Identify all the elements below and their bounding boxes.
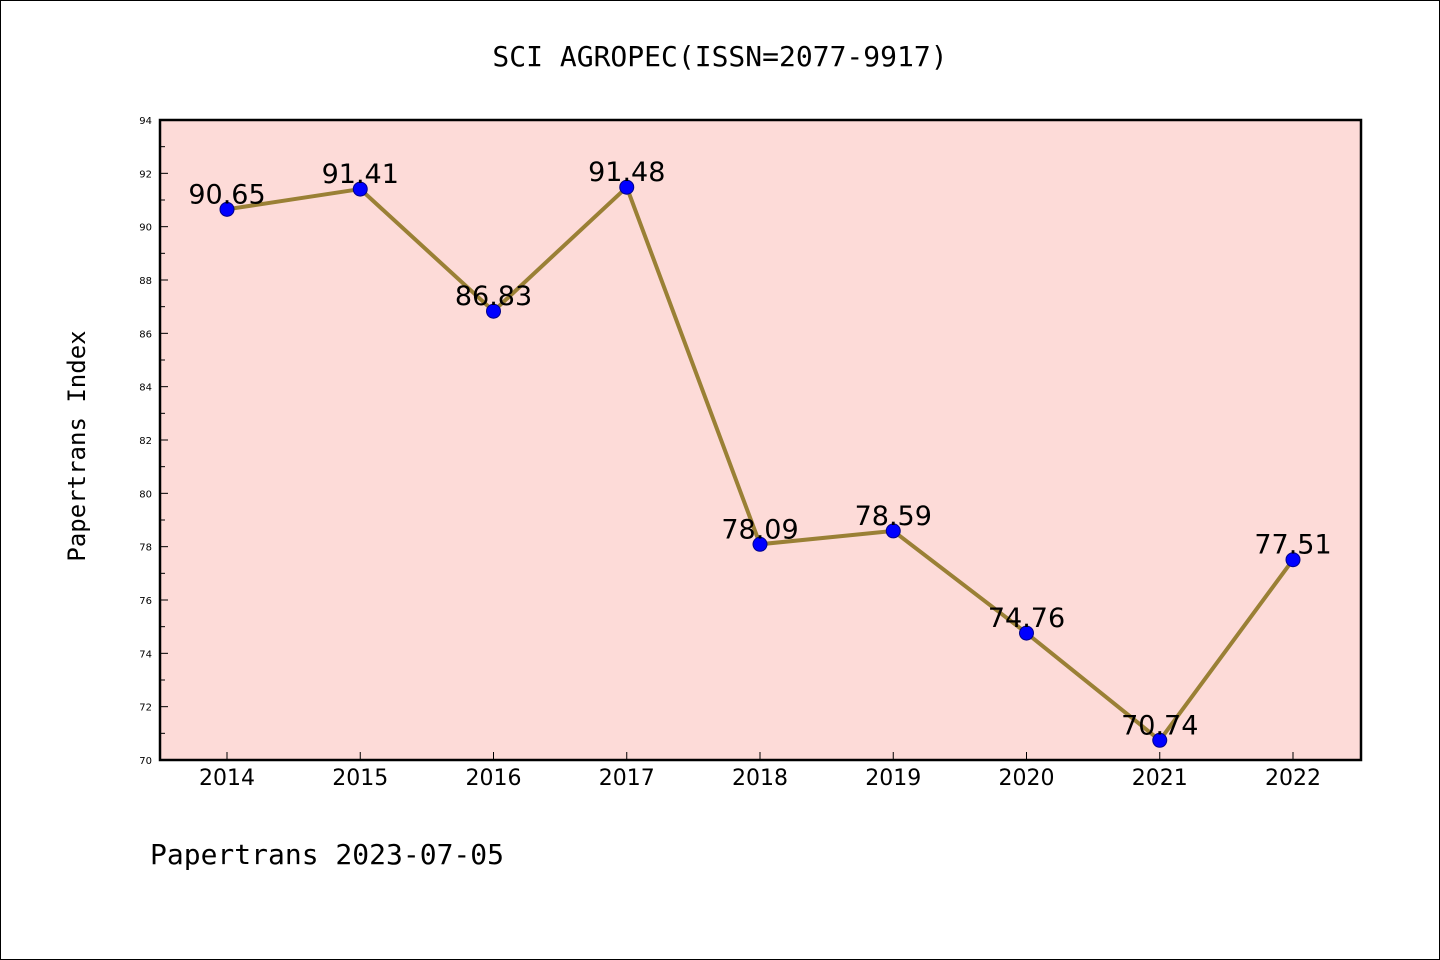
y-tick-label: 74 [139, 649, 152, 660]
data-label: 74.76 [988, 603, 1065, 634]
y-axis: 70 72 74 76 78 80 82 84 86 88 90 92 94 [139, 116, 168, 767]
x-tick-label: 2021 [1132, 766, 1188, 791]
data-point [1285, 552, 1301, 568]
data-label: 90.65 [188, 179, 265, 210]
plot-area [160, 120, 1361, 760]
x-tick-label: 2016 [466, 766, 522, 791]
data-point [752, 536, 768, 552]
data-labels: 90.65 91.41 86.83 91.48 78.09 78.59 74.76 70.74… [188, 157, 1331, 741]
x-tick-label: 2022 [1265, 766, 1321, 791]
chart-title: SCI AGROPEC(ISSN=2077-9917) [492, 40, 947, 73]
data-point [486, 303, 501, 319]
data-label: 70.74 [1121, 710, 1198, 741]
y-tick-label: 72 [139, 703, 152, 714]
y-tick-label: 78 [139, 543, 152, 554]
x-tick-label: 2014 [199, 766, 255, 791]
y-tick-label: 82 [139, 436, 152, 447]
plot-border [158, 118, 1363, 762]
x-tick-label: 2017 [599, 766, 655, 791]
y-tick-label: 86 [139, 329, 152, 340]
y-tick-label: 80 [139, 489, 152, 500]
data-label: 77.51 [1254, 530, 1331, 561]
data-label: 91.48 [588, 157, 665, 188]
y-tick-label: 84 [139, 383, 152, 394]
data-point [219, 201, 235, 217]
x-tick-label: 2015 [332, 766, 388, 791]
x-tick-label: 2019 [865, 766, 921, 791]
y-tick-label: 90 [139, 223, 152, 234]
data-point [352, 181, 368, 197]
data-point [885, 523, 901, 539]
data-point [1152, 732, 1168, 748]
y-axis-label: Papertrans Index [63, 330, 91, 561]
footer-text: Papertrans 2023-07-05 [150, 838, 504, 871]
y-tick-label: 94 [139, 116, 152, 127]
data-label: 91.41 [322, 159, 399, 190]
y-tick-label: 76 [139, 596, 152, 607]
data-markers [219, 179, 1301, 748]
data-point [1019, 625, 1034, 641]
x-axis: 2014 2015 2016 2017 2018 2019 2020 2021 2022 [199, 752, 1321, 791]
y-tick-label: 88 [139, 276, 152, 287]
x-tick-label: 2018 [732, 766, 788, 791]
y-tick-label: 92 [139, 169, 152, 180]
x-tick-label: 2020 [999, 766, 1055, 791]
data-label: 78.09 [721, 514, 798, 545]
data-label: 86.83 [455, 281, 532, 312]
data-label: 78.59 [855, 501, 932, 532]
y-tick-label: 70 [139, 756, 152, 767]
data-point [619, 179, 635, 195]
